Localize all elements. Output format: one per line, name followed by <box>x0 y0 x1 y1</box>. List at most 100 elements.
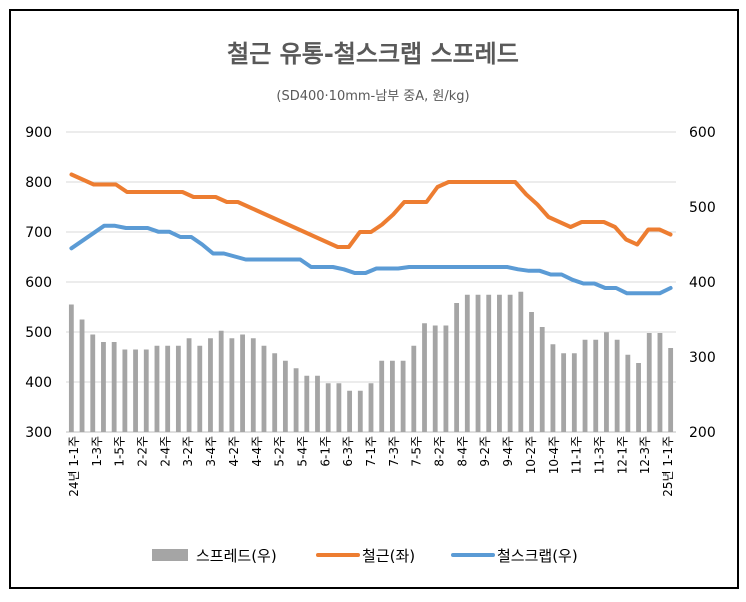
spread-bar <box>90 334 96 432</box>
right-tick-label: 500 <box>689 200 716 216</box>
x-tick-label: 1-3주 <box>90 436 104 467</box>
left-tick-label: 800 <box>25 175 52 191</box>
spread-bar <box>529 312 534 432</box>
x-tick-label: 6-3주 <box>341 436 355 467</box>
legend: 스프레드(우) 철근(좌) 철스크랩(우) <box>152 547 578 565</box>
right-tick-label: 600 <box>689 125 716 141</box>
rebar-line <box>69 172 673 249</box>
x-tick-label: 5-4주 <box>296 436 310 467</box>
spread-bar <box>186 338 192 432</box>
spread-bar <box>261 345 267 432</box>
x-tick-label: 2-2주 <box>136 436 150 467</box>
spread-bar <box>486 294 492 432</box>
spread-bar <box>111 342 117 432</box>
chart-subtitle: (SD400·10mm-남부 중A, 원/kg) <box>276 89 469 104</box>
spread-bar <box>432 325 438 432</box>
spread-bar <box>454 303 460 432</box>
spread-bar <box>497 294 502 432</box>
spread-bar <box>422 323 427 432</box>
spread-bar <box>218 330 224 432</box>
spread-bar <box>582 339 588 432</box>
right-tick-label: 200 <box>689 425 716 441</box>
x-tick-label: 8-2주 <box>433 436 447 467</box>
spread-bar <box>133 349 138 432</box>
spread-bar <box>668 348 674 432</box>
spread-bar <box>614 339 620 432</box>
spread-bar <box>122 349 128 432</box>
spread-bar <box>604 332 609 432</box>
spread-bar <box>101 342 106 432</box>
x-tick-label: 2-4주 <box>158 436 172 467</box>
x-tick-label: 7-3주 <box>387 436 401 467</box>
spread-bars <box>68 291 674 432</box>
x-tick-label: 12-3주 <box>638 436 652 474</box>
spread-bar <box>315 375 320 432</box>
spread-bar <box>539 327 545 432</box>
x-tick-label: 3-2주 <box>181 436 195 467</box>
spread-bar <box>197 345 203 432</box>
spread-bar <box>304 375 310 432</box>
x-tick-label: 11-3주 <box>593 436 607 474</box>
spread-bar <box>561 353 567 432</box>
legend-label: 스프레드(우) <box>196 547 277 565</box>
scrap-line <box>69 223 673 296</box>
spread-bar <box>175 345 181 432</box>
axis-labels: 900 800 700 600 500 400 300 600 500 400 300 200 24년 … <box>25 125 715 497</box>
spread-bar <box>282 360 288 432</box>
spread-bar <box>379 360 385 432</box>
left-tick-label: 600 <box>25 275 52 291</box>
spread-bar <box>293 368 299 432</box>
x-tick-label: 4-2주 <box>227 436 241 467</box>
x-tick-label: 25년 1-1주 <box>661 436 675 497</box>
legend-label: 철스크랩(우) <box>497 547 578 565</box>
x-tick-label: 5-2주 <box>273 436 287 467</box>
spread-bar <box>646 333 652 432</box>
spread-bar <box>68 304 74 432</box>
spread-bar <box>79 319 85 432</box>
legend-swatch-bar <box>152 549 188 561</box>
spread-bar <box>625 354 631 432</box>
x-tick-label: 10-2주 <box>524 436 538 474</box>
spread-bar <box>336 383 342 432</box>
spread-bar <box>518 291 524 432</box>
spread-bar <box>507 294 513 432</box>
x-tick-label: 9-2주 <box>478 436 492 467</box>
chart-title: 철근 유통-철스크랩 스프레드 <box>227 40 519 68</box>
spread-bar <box>357 390 363 432</box>
spread-bar <box>143 349 149 432</box>
x-tick-label: 12-1주 <box>615 436 629 474</box>
spread-bar <box>657 333 663 432</box>
spread-bar <box>400 360 406 432</box>
spread-bar <box>347 390 353 432</box>
spread-bar <box>272 353 278 432</box>
x-tick-label: 1-5주 <box>113 436 127 467</box>
spread-bar <box>240 334 245 432</box>
spread-bar <box>571 353 577 432</box>
left-tick-label: 500 <box>25 325 52 341</box>
right-tick-label: 300 <box>689 350 716 366</box>
spread-bar <box>208 338 213 432</box>
legend-label: 철근(좌) <box>362 547 415 565</box>
x-tick-label: 4-4주 <box>250 436 264 467</box>
left-tick-label: 400 <box>25 375 52 391</box>
spread-bar <box>368 383 374 432</box>
spread-bar <box>636 363 641 432</box>
spread-bar <box>443 325 449 432</box>
right-tick-label: 400 <box>689 275 716 291</box>
spread-bar <box>411 345 417 432</box>
x-tick-label: 3-4주 <box>204 436 218 467</box>
x-tick-label: 11-1주 <box>570 436 584 474</box>
x-tick-label: 24년 1-1주 <box>67 436 81 497</box>
spread-bar <box>154 345 160 432</box>
spread-bar <box>464 294 470 432</box>
left-tick-label: 900 <box>25 125 52 141</box>
line-series <box>69 172 673 296</box>
x-tick-label: 7-5주 <box>410 436 424 467</box>
left-tick-label: 300 <box>25 425 52 441</box>
left-tick-label: 700 <box>25 225 52 241</box>
x-tick-label: 9-4주 <box>501 436 515 467</box>
x-tick-label: 7-1주 <box>364 436 378 467</box>
spread-bar <box>389 360 395 432</box>
x-tick-label: 6-1주 <box>318 436 332 467</box>
